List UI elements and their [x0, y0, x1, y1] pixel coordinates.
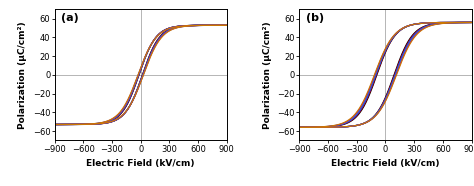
X-axis label: Electric Field (kV/cm): Electric Field (kV/cm)	[86, 159, 195, 168]
Text: (b): (b)	[306, 13, 324, 23]
Text: (a): (a)	[62, 13, 79, 23]
X-axis label: Electric Field (kV/cm): Electric Field (kV/cm)	[331, 159, 440, 168]
Y-axis label: Polarization (μC/cm²): Polarization (μC/cm²)	[18, 21, 27, 129]
Y-axis label: Polarization (μC/cm²): Polarization (μC/cm²)	[263, 21, 272, 129]
